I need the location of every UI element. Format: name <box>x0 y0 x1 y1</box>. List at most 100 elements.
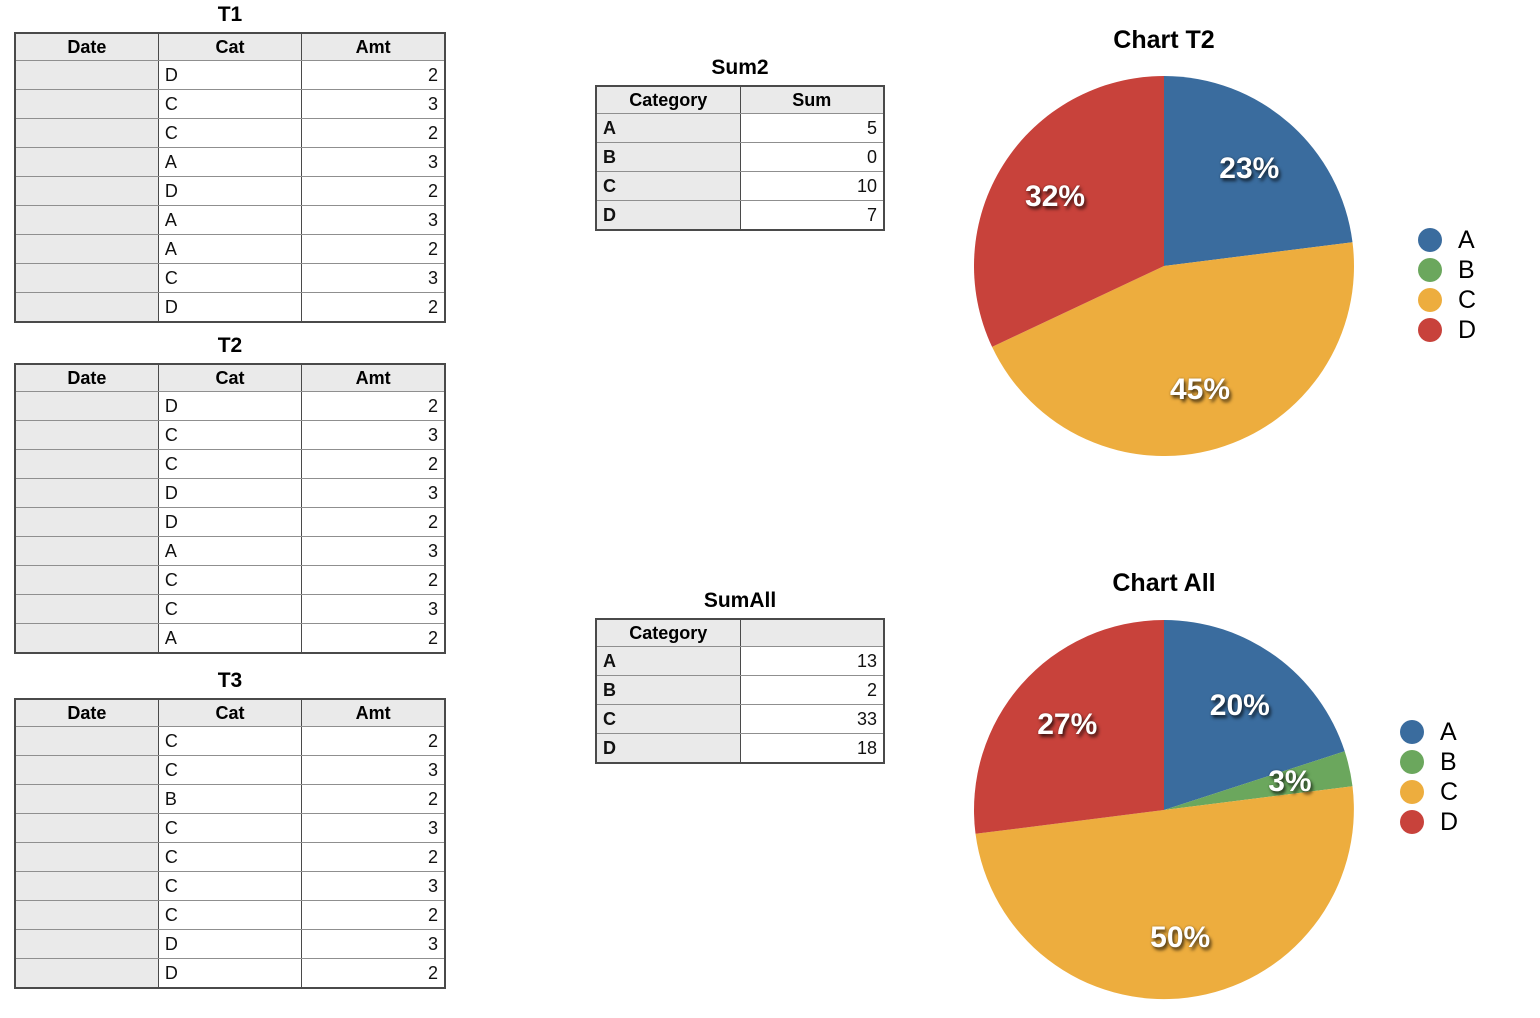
table-cell[interactable]: 3 <box>301 536 446 566</box>
table-cell[interactable]: D <box>157 929 303 959</box>
table-cell[interactable]: 2 <box>301 784 446 814</box>
table-cell[interactable]: 13 <box>739 646 885 676</box>
table-cell[interactable]: B <box>157 784 303 814</box>
table-cell[interactable]: 2 <box>301 623 446 654</box>
table-cell[interactable]: A <box>157 536 303 566</box>
table-cell[interactable] <box>14 871 159 901</box>
table-cell[interactable]: 3 <box>301 205 446 235</box>
table-cell[interactable] <box>14 263 159 293</box>
column-header[interactable]: Cat <box>157 32 303 61</box>
table-cell[interactable]: 3 <box>301 755 446 785</box>
table-cell[interactable]: D <box>157 958 303 989</box>
pie-slice-b[interactable] <box>1164 751 1353 810</box>
table-cell[interactable]: 3 <box>301 594 446 624</box>
table-cell[interactable] <box>14 147 159 177</box>
table-cell[interactable]: 3 <box>301 871 446 901</box>
table-cell[interactable]: C <box>595 171 741 201</box>
pie-slice-c[interactable] <box>992 242 1354 456</box>
column-header[interactable]: Amt <box>301 363 446 392</box>
table-cell[interactable]: 2 <box>739 675 885 705</box>
table-cell[interactable]: C <box>157 449 303 479</box>
pie-chart-all[interactable]: 20% 3% 50% 27% <box>974 620 1354 1000</box>
table-cell[interactable] <box>14 176 159 206</box>
table-cell[interactable]: 3 <box>301 420 446 450</box>
table-cell[interactable]: A <box>157 623 303 654</box>
table-cell[interactable]: 2 <box>301 391 446 421</box>
table-cell[interactable]: C <box>157 263 303 293</box>
table-cell[interactable]: D <box>595 200 741 231</box>
table-cell[interactable]: 2 <box>301 900 446 930</box>
table-cell[interactable]: C <box>157 871 303 901</box>
table-cell[interactable]: C <box>157 813 303 843</box>
table-cell[interactable] <box>14 784 159 814</box>
column-header[interactable]: Cat <box>157 698 303 727</box>
table-cell[interactable]: C <box>157 89 303 119</box>
pie-slice-a[interactable] <box>1164 620 1345 810</box>
table-cell[interactable]: 3 <box>301 929 446 959</box>
table-cell[interactable] <box>14 507 159 537</box>
table-cell[interactable]: C <box>157 118 303 148</box>
table-cell[interactable] <box>14 449 159 479</box>
table-cell[interactable]: D <box>157 60 303 90</box>
table-cell[interactable]: 2 <box>301 234 446 264</box>
table-cell[interactable] <box>14 958 159 989</box>
table-cell[interactable]: 2 <box>301 449 446 479</box>
table-cell[interactable] <box>14 594 159 624</box>
table-cell[interactable] <box>14 478 159 508</box>
table-cell[interactable]: B <box>595 675 741 705</box>
table-cell[interactable]: 2 <box>301 565 446 595</box>
table-cell[interactable]: A <box>595 113 741 143</box>
table-cell[interactable]: A <box>157 205 303 235</box>
column-header[interactable]: Date <box>14 363 159 392</box>
table-cell[interactable]: 2 <box>301 176 446 206</box>
table-cell[interactable] <box>14 234 159 264</box>
table-cell[interactable]: D <box>157 478 303 508</box>
table-cell[interactable]: 2 <box>301 292 446 323</box>
table-cell[interactable] <box>14 391 159 421</box>
table-cell[interactable]: D <box>157 292 303 323</box>
table-cell[interactable]: 2 <box>301 726 446 756</box>
table-cell[interactable]: 3 <box>301 478 446 508</box>
table-cell[interactable]: 7 <box>739 200 885 231</box>
table-cell[interactable] <box>14 565 159 595</box>
column-header[interactable]: Category <box>595 85 741 114</box>
table-cell[interactable] <box>14 726 159 756</box>
table-cell[interactable]: B <box>595 142 741 172</box>
table-cell[interactable]: D <box>595 733 741 764</box>
column-header[interactable]: Date <box>14 698 159 727</box>
table-cell[interactable]: 3 <box>301 813 446 843</box>
column-header[interactable]: Sum <box>739 85 885 114</box>
table-cell[interactable]: C <box>157 565 303 595</box>
table-cell[interactable]: C <box>157 594 303 624</box>
table-cell[interactable]: A <box>157 147 303 177</box>
table-cell[interactable] <box>14 755 159 785</box>
table-cell[interactable] <box>14 929 159 959</box>
table-cell[interactable]: C <box>157 420 303 450</box>
table-cell[interactable]: C <box>157 842 303 872</box>
table-cell[interactable] <box>14 205 159 235</box>
column-header[interactable]: Amt <box>301 698 446 727</box>
table-cell[interactable]: D <box>157 176 303 206</box>
column-header[interactable]: Cat <box>157 363 303 392</box>
table-cell[interactable]: A <box>595 646 741 676</box>
table-cell[interactable]: C <box>157 900 303 930</box>
table-cell[interactable]: 3 <box>301 263 446 293</box>
pie-slice-d[interactable] <box>974 76 1164 347</box>
column-header[interactable] <box>739 618 885 647</box>
table-cell[interactable]: 2 <box>301 507 446 537</box>
table-cell[interactable]: 2 <box>301 60 446 90</box>
table-cell[interactable] <box>14 900 159 930</box>
pie-slice-c[interactable] <box>975 786 1354 1000</box>
table-cell[interactable]: 3 <box>301 147 446 177</box>
table-cell[interactable] <box>14 292 159 323</box>
table-cell[interactable] <box>14 623 159 654</box>
table-cell[interactable]: 0 <box>739 142 885 172</box>
column-header[interactable]: Date <box>14 32 159 61</box>
table-cell[interactable] <box>14 813 159 843</box>
table-cell[interactable]: 5 <box>739 113 885 143</box>
table-cell[interactable]: 2 <box>301 118 446 148</box>
table-cell[interactable] <box>14 536 159 566</box>
table-cell[interactable] <box>14 89 159 119</box>
pie-slice-a[interactable] <box>1164 76 1353 266</box>
column-header[interactable]: Amt <box>301 32 446 61</box>
